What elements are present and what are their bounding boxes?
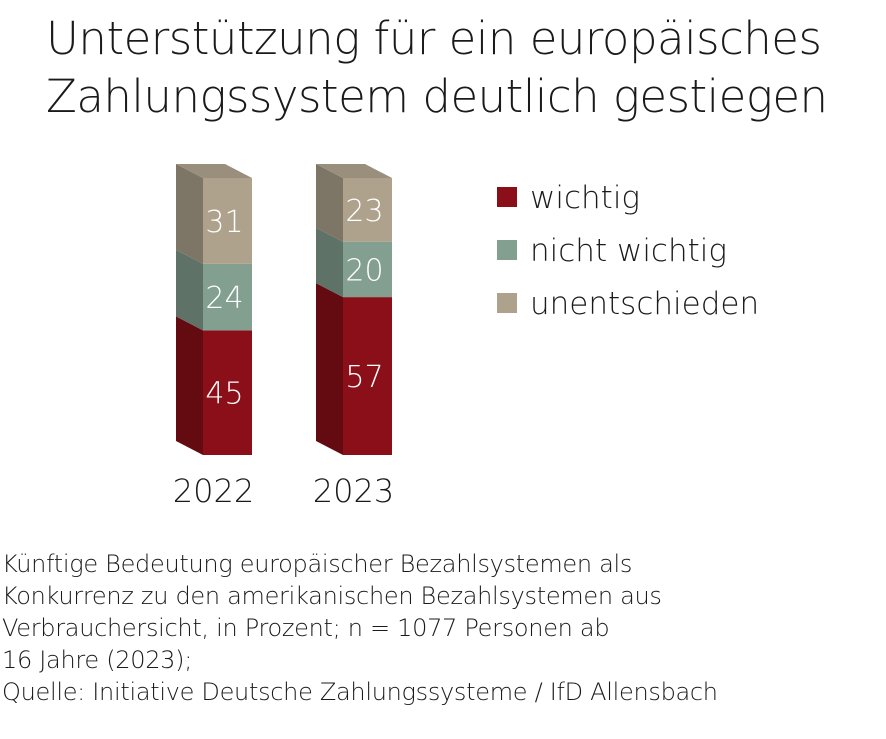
legend-swatch-nicht-wichtig	[497, 240, 517, 260]
bar-value-label-wichtig-2023: 57	[345, 360, 383, 395]
bar-side-unentschieden-2022	[176, 164, 203, 264]
legend-swatch-unentschieden	[497, 293, 517, 313]
bar-side-nicht-wichtig-2022	[176, 249, 203, 331]
bar-segment-wichtig-2023	[343, 297, 392, 455]
bar-segment-unentschieden-2022	[203, 178, 252, 264]
bar-segment-nicht-wichtig-2022	[203, 263, 252, 331]
chart-title-line-1: Unterstützung für ein europäisches	[46, 12, 822, 65]
chart-title-line-2: Zahlungssystem deutlich gestiegen	[46, 70, 828, 123]
bar-side-nicht-wichtig-2023	[316, 227, 343, 298]
bar-side-unentschieden-2023	[316, 164, 343, 242]
caption-line-1: Künftige Bedeutung europäischer Bezahlsy…	[2, 550, 633, 578]
bar-segment-unentschieden-2023	[343, 178, 392, 242]
x-tick-label-2022: 2022	[173, 472, 254, 510]
legend-label-nicht-wichtig: nicht wichtig	[530, 233, 727, 269]
chart-caption: Künftige Bedeutung europäischer Bezahlsy…	[2, 548, 882, 708]
caption-line-2: Konkurrenz zu den amerikanischen Bezahls…	[2, 582, 662, 610]
chart-title: Unterstützung für ein europäisches Zahlu…	[46, 10, 882, 126]
bar-value-label-nicht-wichtig-2022: 24	[205, 281, 243, 316]
bar-side-wichtig-2022	[176, 316, 203, 455]
caption-line-4: 16 Jahre (2023);	[2, 646, 192, 674]
caption-line-3: Verbrauchersicht, in Prozent; n = 1077 P…	[2, 614, 610, 642]
bar-segment-nicht-wichtig-2023	[343, 241, 392, 298]
bar-side-wichtig-2023	[316, 283, 343, 455]
legend-swatch-wichtig	[497, 187, 517, 207]
bar-value-label-wichtig-2022: 45	[205, 377, 243, 412]
bar-segment-wichtig-2022	[203, 330, 252, 455]
legend-label-wichtig: wichtig	[530, 180, 640, 216]
source-line: Quelle: Initiative Deutsche Zahlungssyst…	[2, 678, 718, 706]
bar-value-label-unentschieden-2023: 23	[345, 194, 383, 229]
bar-top-2022	[176, 164, 252, 178]
x-tick-label-2023: 2023	[313, 472, 394, 510]
bar-top-2023	[316, 164, 392, 178]
bar-value-label-nicht-wichtig-2023: 20	[345, 253, 383, 288]
bar-value-label-unentschieden-2022: 31	[205, 205, 243, 240]
legend-label-unentschieden: unentschieden	[530, 286, 759, 322]
